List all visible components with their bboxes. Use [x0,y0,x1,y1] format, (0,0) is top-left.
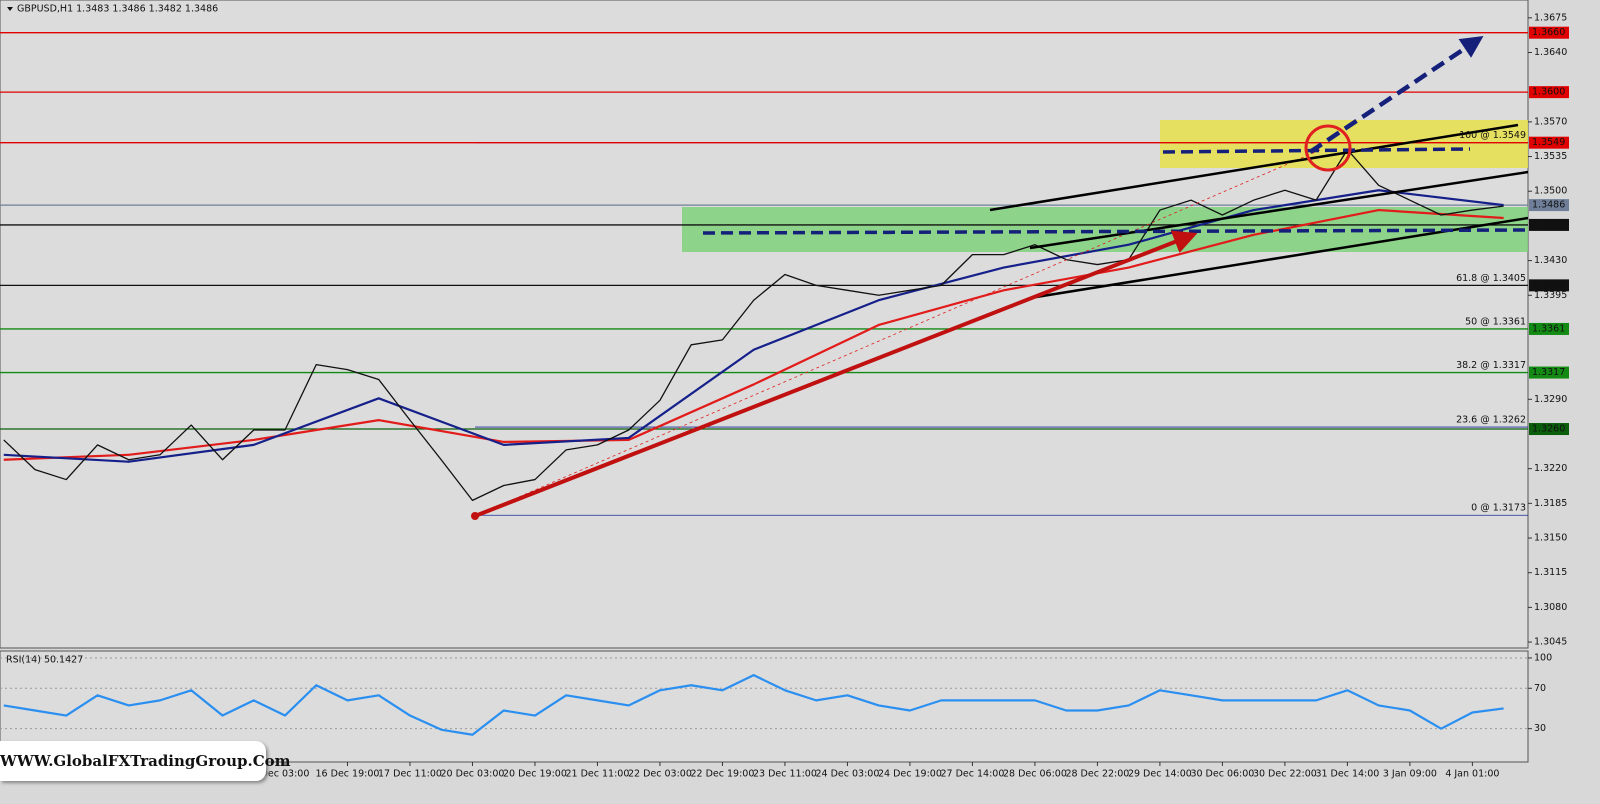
y-tick-label: 1.3045 [1534,637,1567,648]
fib-label: 100 @ 1.3549 [1459,130,1526,141]
target-arrow [1308,35,1484,154]
level-tag [1529,136,1569,149]
level-label: 1.3600 [1532,87,1565,98]
resistance-dash [1162,147,1471,154]
x-tick-label: 21 Dec 11:00 [566,769,630,780]
y-tick-label: 1.3290 [1534,394,1567,405]
channel-middle [1029,170,1529,250]
labels: GBPUSD,H1 1.3483 1.3486 1.3482 1.3486 1.3… [6,4,1569,780]
level-tag [1529,423,1569,436]
x-tick-label: 28 Dec 22:00 [1065,769,1129,780]
x-tick-label: 24 Dec 19:00 [878,769,942,780]
x-tick-label: 29 Dec 14:00 [1128,769,1192,780]
x-tick-label: 3 Jan 09:00 [1383,769,1437,780]
level-tag [1529,199,1569,212]
x-tick-label: 30 Dec 06:00 [1190,769,1254,780]
y-tick-label: 1.3150 [1534,533,1567,544]
level-tag [1529,218,1569,231]
y-tick-label: 30 [1534,723,1546,734]
support-zone [682,207,1528,252]
x-tick-label: 27 Dec 14:00 [940,769,1004,780]
series-line [3,148,1504,502]
x-tick-label: 22 Dec 03:00 [628,769,692,780]
x-tick-label: 24 Dec 03:00 [815,769,879,780]
fib-label: 0 @ 1.3173 [1471,503,1526,514]
y-tick-label: 1.3115 [1534,567,1567,578]
fib-label: 38.2 @ 1.3317 [1456,360,1526,371]
y-tick-label: 1.3185 [1534,498,1567,509]
y-tick-label: 1.3570 [1534,116,1567,127]
level-label: 1.3466 [1532,219,1565,230]
y-tick-label: 70 [1534,683,1546,694]
level-label: 1.3361 [1532,323,1565,334]
trend-start [471,512,479,520]
annotations [7,7,1529,520]
x-tick-label: 23 Dec 11:00 [753,769,817,780]
series-line [3,674,1504,736]
x-tick-label: 28 Dec 06:00 [1003,769,1067,780]
y-tick-label: 1.3395 [1534,290,1567,301]
level-label: 1.3660 [1532,27,1565,38]
x-tick-label: 20 Dec 03:00 [441,769,505,780]
plot [0,32,1528,736]
x-tick-label: 30 Dec 22:00 [1253,769,1317,780]
breakout-circle [1304,124,1352,172]
x-tick-label: 16 Dec 19:00 [316,769,380,780]
y-tick-label: 1.3535 [1534,151,1567,162]
level-label: 1.3549 [1532,137,1565,148]
x-tick-label: 31 Dec 14:00 [1315,769,1379,780]
level-label: 1.3260 [1532,424,1565,435]
fib-label: 61.8 @ 1.3405 [1456,273,1526,284]
trend-arrow [474,230,1198,518]
y-tick-label: 100 [1534,652,1552,663]
level-tag [1529,86,1569,99]
support-dash [702,228,1529,235]
y-tick-label: 1.3500 [1534,186,1567,197]
x-tick-label: 17 Dec 11:00 [378,769,442,780]
channel-upper [989,123,1519,212]
level-label: 1.3405 [1532,280,1565,291]
x-tick-label: 4 Jan 01:00 [1445,769,1499,780]
y-tick-label: 1.3430 [1534,255,1567,266]
panel-title: RSI(14) 50.1427 [6,655,83,666]
panel-title: GBPUSD,H1 1.3483 1.3486 1.3482 1.3486 [17,4,218,15]
level-tag [1529,279,1569,292]
y-tick-label: 1.3080 [1534,602,1567,613]
fib-label: 50 @ 1.3361 [1465,316,1526,327]
series-line [3,208,1504,461]
series-line [3,189,1504,463]
watermark: WWW.GlobalFXTradingGroup.Com [0,741,291,781]
x-tick-label: Dec 03:00 [261,769,310,780]
x-tick-label: 20 Dec 19:00 [503,769,567,780]
fib-label: 23.6 @ 1.3262 [1456,415,1526,426]
y-tick-label: 1.3675 [1534,12,1567,23]
y-tick-label: 1.3640 [1534,47,1567,58]
level-label: 1.3317 [1532,367,1565,378]
menu-arrow [7,7,13,11]
level-tag [1529,366,1569,379]
x-tick-label: 22 Dec 19:00 [690,769,754,780]
resistance-zone [1160,120,1528,168]
main-panel [0,0,1529,649]
y-tick-label: 1.3220 [1534,463,1567,474]
level-label: 1.3486 [1532,200,1565,211]
level-tag [1529,26,1569,39]
level-tag [1529,322,1569,335]
